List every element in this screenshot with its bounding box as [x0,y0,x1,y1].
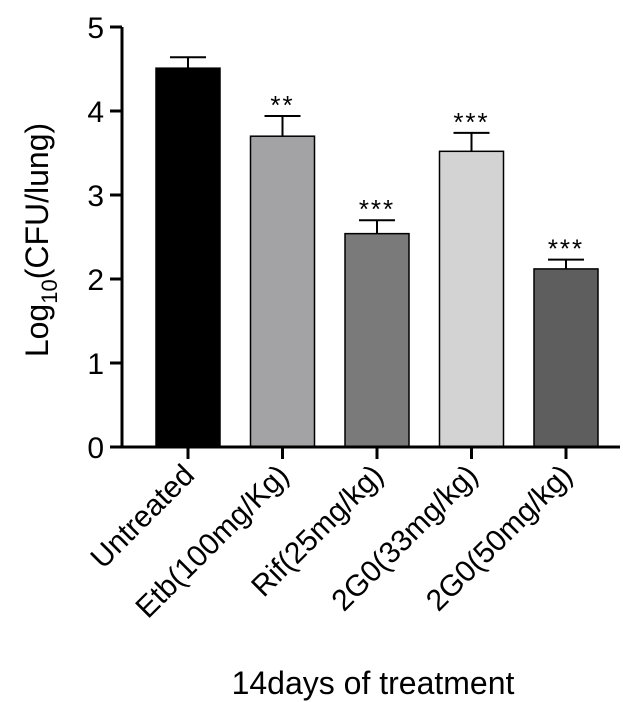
significance-label: ** [270,90,294,120]
bar-2 [249,135,316,448]
bar-4 [438,150,505,448]
y-tick-label: 2 [87,264,104,297]
y-axis: 0 1 2 3 4 5 [87,12,124,465]
bar-5 [533,268,599,448]
y-axis-title: Log10(CFU/lung) [19,123,62,357]
y-tick-label: 1 [87,348,104,381]
y-tick-label: 5 [87,12,104,45]
y-tick-label: 3 [87,180,104,213]
bar-1 [155,67,221,448]
significance-label: *** [359,194,395,224]
y-tick-label: 4 [87,96,104,129]
x-axis-title: 14days of treatment [232,665,515,701]
bars-group: *********** [155,56,599,448]
significance-label: *** [453,107,489,137]
x-axis: UntreatedEtb(100mg/Kg)Rif(25mg/kg)2G0(33… [84,445,620,625]
significance-label: *** [548,234,584,264]
y-tick-label: 0 [87,432,104,465]
bar-3 [344,232,410,448]
